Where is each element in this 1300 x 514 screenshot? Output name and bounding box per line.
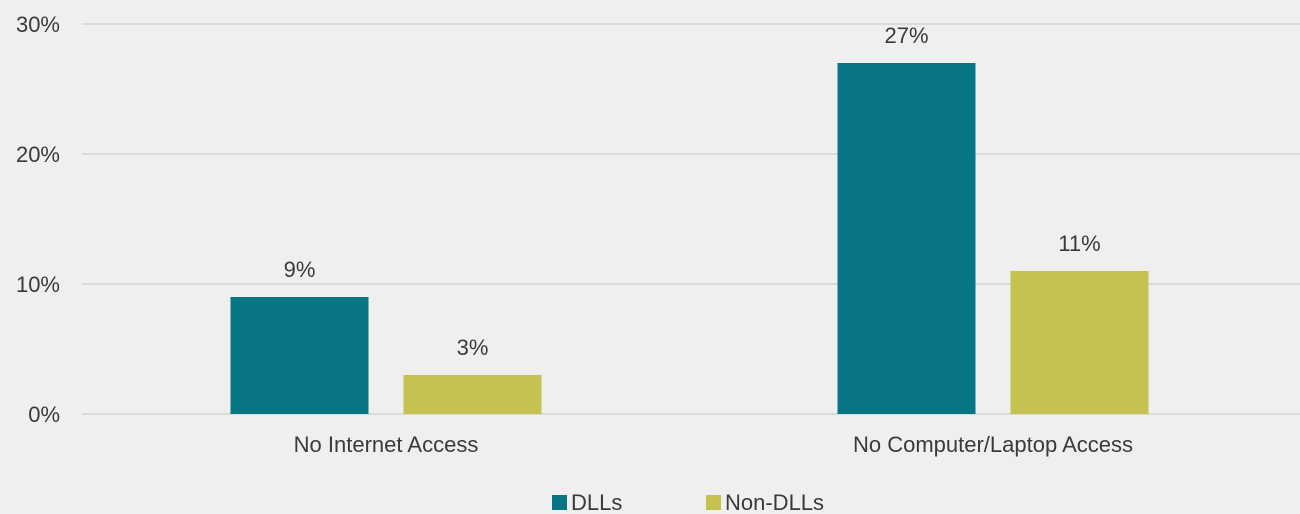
bar-dlls-0: [230, 297, 369, 414]
data-label: 3%: [457, 335, 489, 360]
legend-swatch: [706, 495, 721, 510]
y-axis-ticks: 0% 10% 20% 30%: [16, 12, 60, 427]
legend: DLLs Non-DLLs: [552, 490, 824, 514]
bars: [230, 63, 1149, 414]
data-label: 11%: [1058, 231, 1100, 256]
data-labels: 9% 3% 27% 11%: [284, 23, 1101, 360]
bar-non-dlls-1: [1010, 271, 1149, 414]
y-tick-label: 30%: [16, 12, 60, 37]
y-tick-label: 0%: [28, 402, 60, 427]
data-label: 9%: [284, 257, 316, 282]
legend-label: Non-DLLs: [725, 490, 824, 514]
x-axis-categories: No Internet Access No Computer/Laptop Acc…: [294, 432, 1133, 457]
legend-label: DLLs: [571, 490, 622, 514]
category-label: No Internet Access: [294, 432, 479, 457]
data-label: 27%: [884, 23, 928, 48]
y-tick-label: 20%: [16, 142, 60, 167]
y-tick-label: 10%: [16, 272, 60, 297]
bar-non-dlls-0: [403, 375, 542, 414]
legend-swatch: [552, 495, 567, 510]
category-label: No Computer/Laptop Access: [853, 432, 1133, 457]
bar-dlls-1: [837, 63, 976, 414]
